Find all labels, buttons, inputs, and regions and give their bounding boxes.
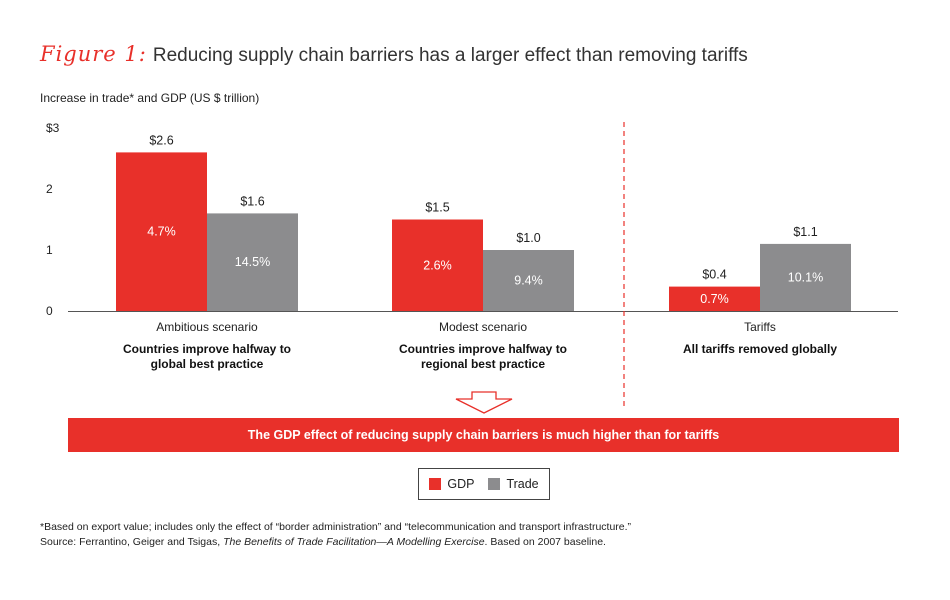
bar-trade-0 xyxy=(207,213,298,311)
inner-label-gdp: 2.6% xyxy=(423,258,452,272)
legend-swatch-gdp xyxy=(429,478,442,490)
source-suffix: . Based on 2007 baseline. xyxy=(484,536,606,548)
value-label-gdp: $1.5 xyxy=(425,201,449,215)
inner-label-trade: 14.5% xyxy=(235,255,270,269)
footnote-source: Source: Ferrantino, Geiger and Tsigas, T… xyxy=(40,535,631,550)
inner-label-gdp: 4.7% xyxy=(147,225,176,239)
legend-label-gdp: GDP xyxy=(447,477,475,491)
y-tick-label: 1 xyxy=(46,243,53,257)
value-label-gdp: $0.4 xyxy=(702,268,726,282)
inner-label-trade: 9.4% xyxy=(514,274,543,288)
value-label-gdp: $2.6 xyxy=(149,133,173,147)
inner-label-trade: 10.1% xyxy=(788,270,823,284)
legend-item-gdp: GDP xyxy=(429,477,474,491)
category-label: Ambitious scenario xyxy=(156,320,258,334)
legend: GDP Trade xyxy=(418,468,550,500)
category-subtitle: All tariffs removed globally xyxy=(683,342,837,356)
footnote: *Based on export value; includes only th… xyxy=(40,520,631,550)
footnote-note: *Based on export value; includes only th… xyxy=(40,521,632,533)
legend-label-trade: Trade xyxy=(506,477,539,491)
bar-gdp-2 xyxy=(669,286,760,311)
category-subtitle: regional best practice xyxy=(421,357,545,371)
bar-gdp-1 xyxy=(392,219,483,311)
legend-item-trade: Trade xyxy=(488,477,539,491)
source-prefix: Source: Ferrantino, Geiger and Tsigas, xyxy=(40,536,224,548)
figure-heading: Reducing supply chain barriers has a lar… xyxy=(152,45,748,66)
category-subtitle: Countries improve halfway to xyxy=(123,342,291,356)
down-arrow-icon xyxy=(455,391,513,414)
value-label-trade: $1.6 xyxy=(240,194,264,208)
figure-label: Figure 1: xyxy=(40,42,147,66)
y-tick-label: 0 xyxy=(46,304,53,318)
category-label: Modest scenario xyxy=(439,320,527,334)
figure-title: Figure 1: Reducing supply chain barriers … xyxy=(40,42,748,67)
source-title: The Benefits of Trade Facilitation—A Mod… xyxy=(223,536,485,548)
y-axis-caption: Increase in trade* and GDP (US $ trillio… xyxy=(40,91,260,105)
category-label: Tariffs xyxy=(744,320,776,334)
value-label-trade: $1.0 xyxy=(516,231,540,245)
y-tick-label: $3 xyxy=(46,121,60,135)
conclusion-banner: The GDP effect of reducing supply chain … xyxy=(68,418,899,452)
legend-swatch-trade xyxy=(488,478,501,490)
category-subtitle: global best practice xyxy=(151,357,264,371)
inner-label-gdp: 0.7% xyxy=(700,292,729,306)
bar-gdp-0 xyxy=(116,152,207,311)
bar-trade-1 xyxy=(483,250,574,311)
bar-trade-2 xyxy=(760,243,851,311)
value-label-trade: $1.1 xyxy=(793,225,817,239)
y-tick-label: 2 xyxy=(46,182,53,196)
category-subtitle: Countries improve halfway to xyxy=(399,342,567,356)
